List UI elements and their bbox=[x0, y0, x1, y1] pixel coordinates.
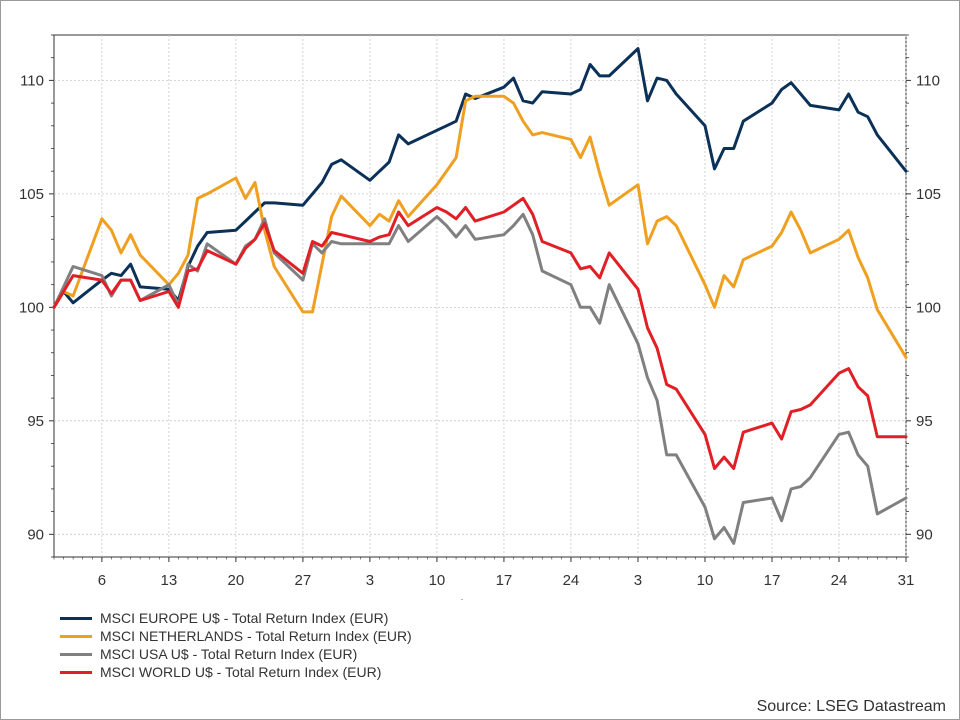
axes: 90 90 95 95 100 100 105 105 110 110 6 13 20 27 3 10 17 24… bbox=[19, 34, 941, 600]
legend-swatch bbox=[60, 652, 92, 656]
x-tick-label: 17 bbox=[764, 572, 781, 589]
y-tick-label-right: 100 bbox=[916, 299, 941, 316]
legend-label: MSCI NETHERLANDS - Total Return Index (E… bbox=[100, 628, 412, 644]
x-tick-label: 10 bbox=[429, 572, 446, 589]
series-line-2 bbox=[52, 94, 908, 359]
month-label: Feb 2025 bbox=[441, 598, 509, 600]
legend-label: MSCI WORLD U$ - Total Return Index (EUR) bbox=[100, 664, 382, 680]
legend-item: MSCI WORLD U$ - Total Return Index (EUR) bbox=[60, 663, 412, 681]
grid bbox=[54, 35, 907, 557]
legend-label: MSCI EUROPE U$ - Total Return Index (EUR… bbox=[100, 610, 389, 626]
y-tick-label-left: 105 bbox=[19, 186, 44, 203]
x-tick-label: 13 bbox=[161, 572, 178, 589]
month-label: Jan 2025 bbox=[165, 598, 231, 600]
legend-swatch bbox=[60, 634, 92, 638]
legend-label: MSCI USA U$ - Total Return Index (EUR) bbox=[100, 646, 358, 662]
x-tick-label: 31 bbox=[898, 572, 915, 589]
x-tick-label: 3 bbox=[366, 572, 374, 589]
x-tick-label: 24 bbox=[563, 572, 580, 589]
x-tick-label: 10 bbox=[697, 572, 714, 589]
x-tick-label: 24 bbox=[831, 572, 848, 589]
legend-swatch bbox=[60, 670, 92, 674]
y-tick-label-left: 110 bbox=[20, 72, 44, 89]
month-label: Mar 2025 bbox=[729, 598, 797, 600]
legend-item: MSCI EUROPE U$ - Total Return Index (EUR… bbox=[60, 609, 412, 627]
series-line-3 bbox=[52, 212, 908, 545]
series-lines bbox=[52, 47, 908, 545]
y-tick-label-right: 90 bbox=[916, 526, 933, 543]
x-tick-label: 3 bbox=[634, 572, 642, 589]
legend-item: MSCI USA U$ - Total Return Index (EUR) bbox=[60, 645, 412, 663]
line-chart: 90 90 95 95 100 100 105 105 110 110 6 13 20 27 3 10 17 24… bbox=[19, 34, 941, 600]
y-tick-label-right: 105 bbox=[916, 186, 941, 203]
series-line-1 bbox=[52, 47, 908, 309]
source-note: Source: LSEG Datastream bbox=[756, 698, 946, 715]
x-tick-label: 6 bbox=[98, 572, 106, 589]
series-line-4 bbox=[52, 196, 908, 470]
x-tick-label: 27 bbox=[295, 572, 312, 589]
y-tick-label-left: 90 bbox=[27, 526, 44, 543]
y-tick-label-right: 95 bbox=[916, 413, 933, 430]
x-tick-label: 17 bbox=[496, 572, 513, 589]
y-tick-label-left: 100 bbox=[19, 299, 44, 316]
y-tick-label-right: 110 bbox=[916, 72, 940, 89]
legend-item: MSCI NETHERLANDS - Total Return Index (E… bbox=[60, 627, 412, 645]
x-tick-label: 20 bbox=[228, 572, 245, 589]
y-tick-label-left: 95 bbox=[27, 413, 44, 430]
legend-swatch bbox=[60, 616, 92, 620]
legend: MSCI EUROPE U$ - Total Return Index (EUR… bbox=[60, 609, 412, 681]
